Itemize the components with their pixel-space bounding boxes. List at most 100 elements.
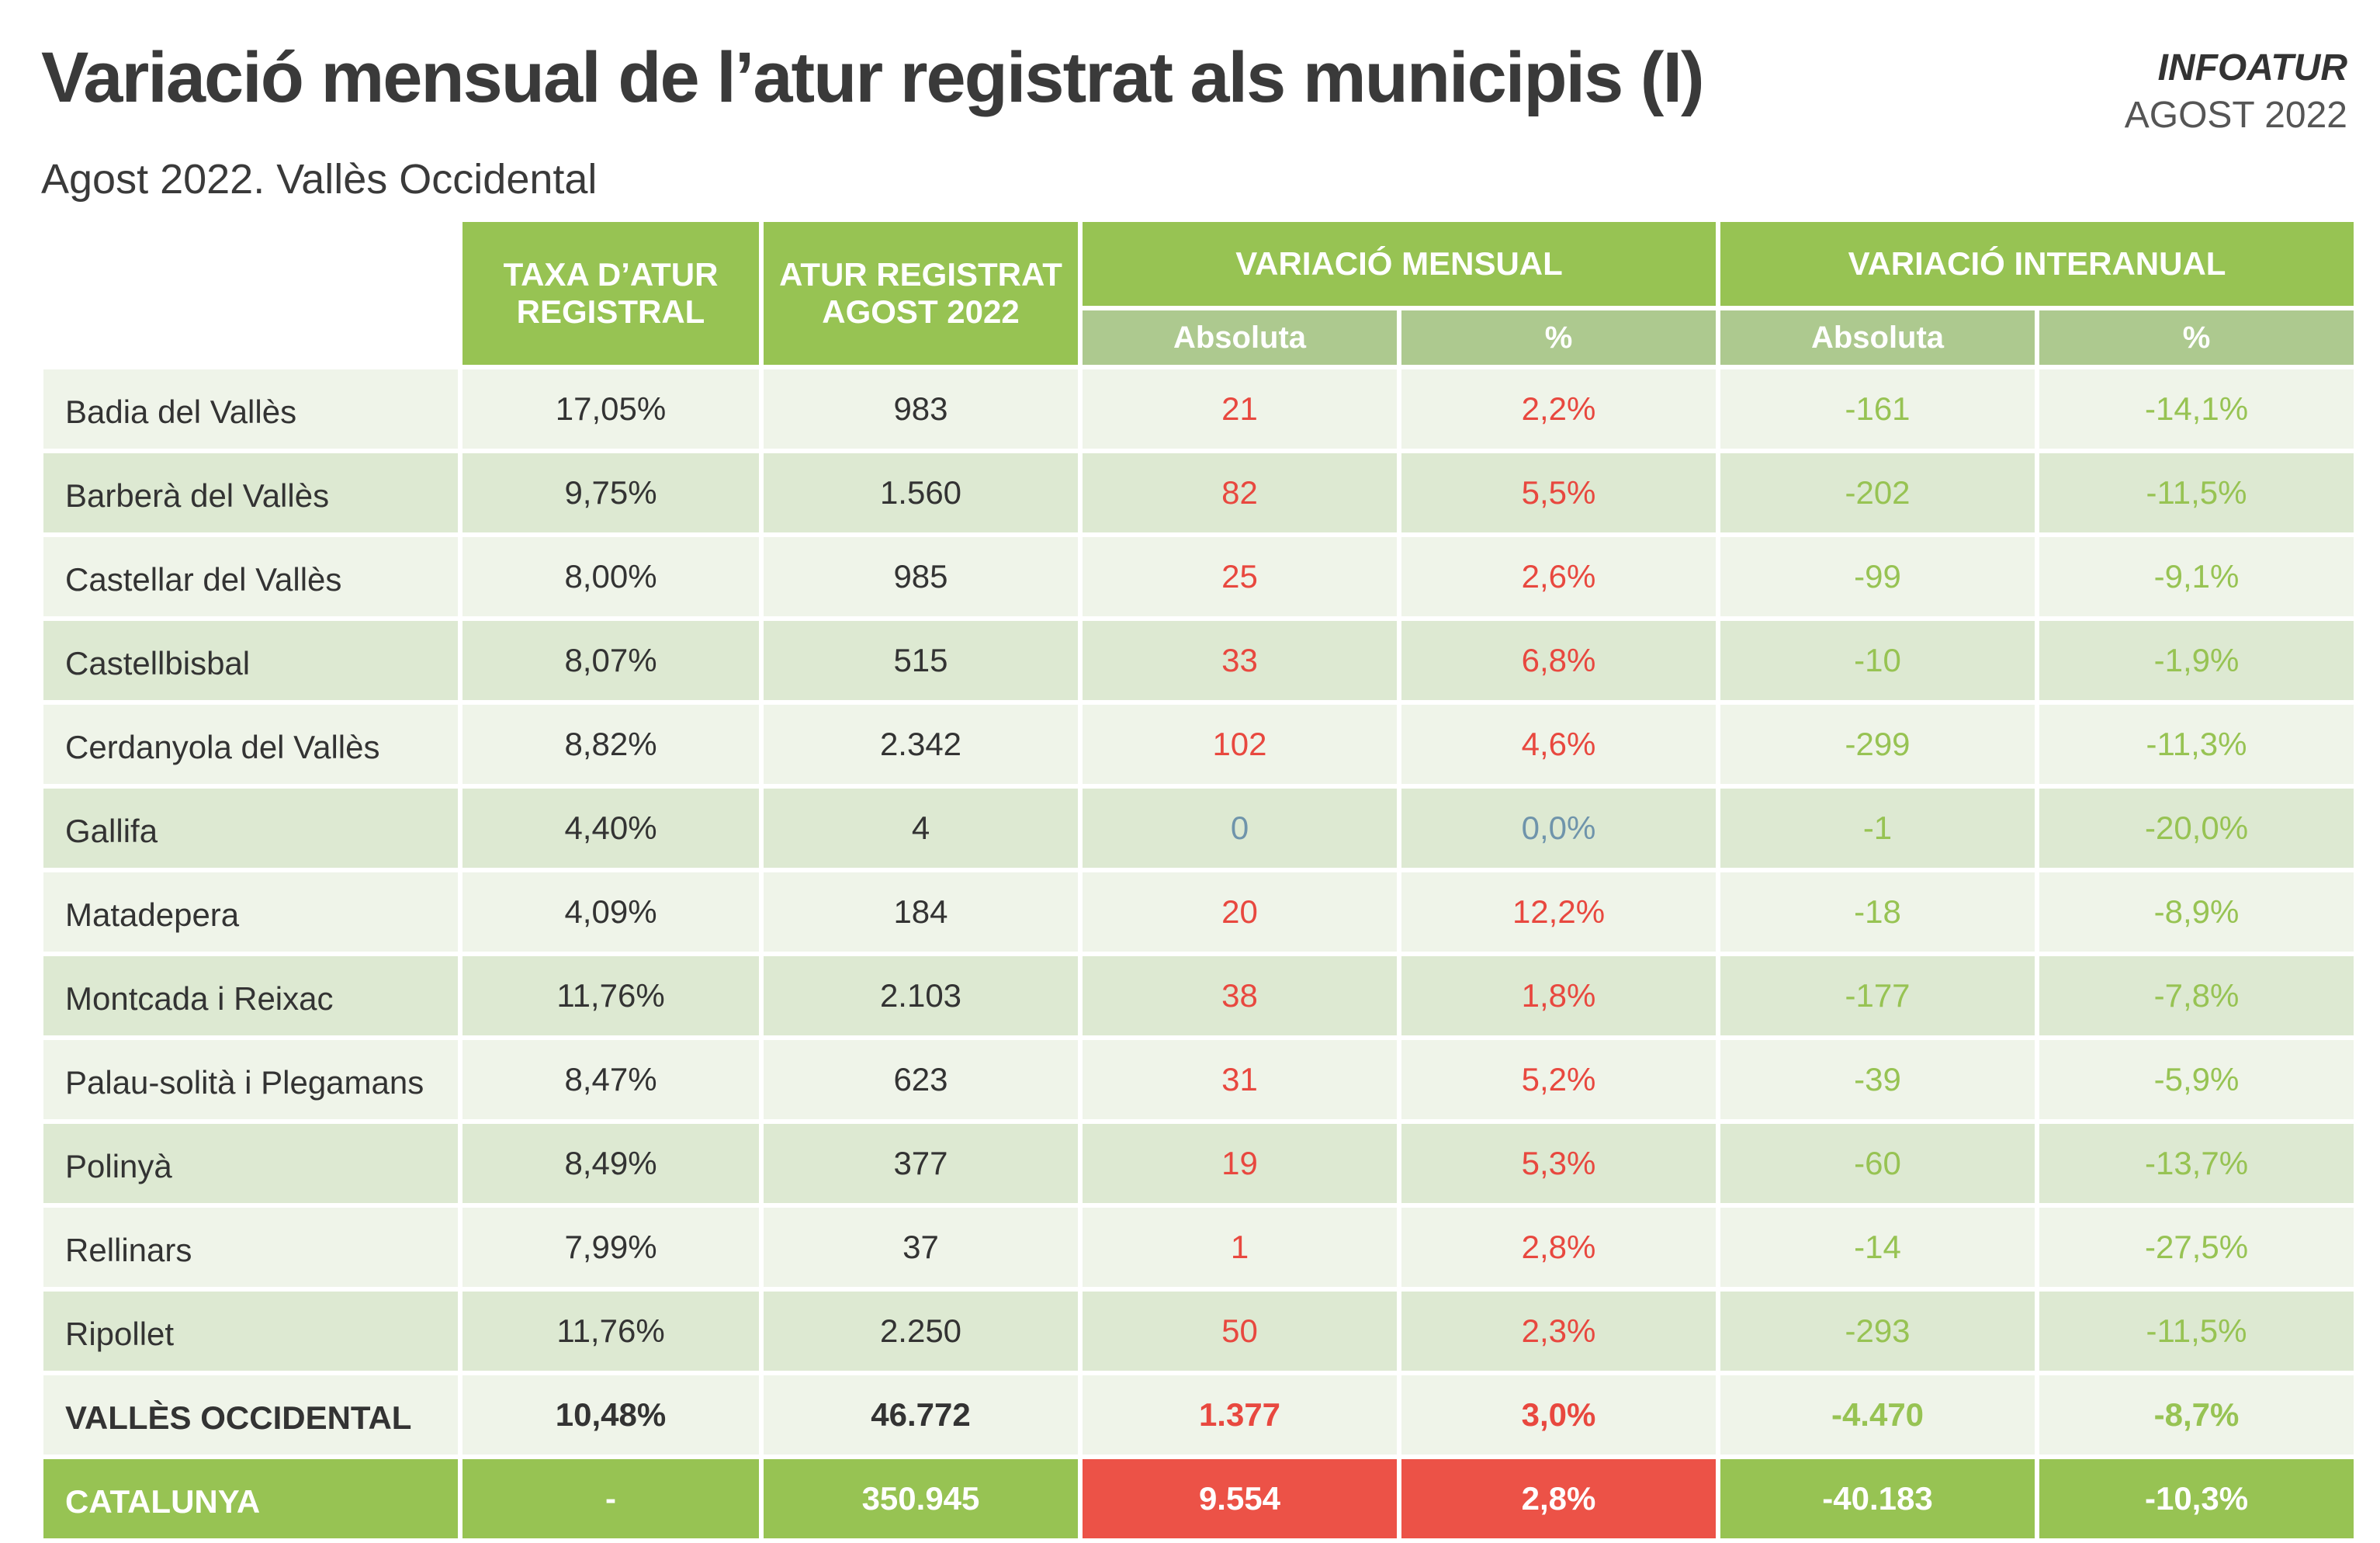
cell-rate: 9,75% [462,453,759,532]
cell-rate: 11,76% [462,956,759,1035]
cell-monthly-pct: 6,8% [1401,621,1716,700]
cell-registered: 623 [764,1040,1078,1119]
cell-annual-pct: -14,1% [2039,369,2354,449]
cell-monthly-abs: 19 [1083,1124,1397,1203]
header-annual: VARIACIÓ INTERANUAL [1720,222,2354,306]
cell-monthly-abs: 1 [1083,1208,1397,1287]
cell-rate: 17,05% [462,369,759,449]
table-row: CATALUNYA -350.945 9.554 2,8% -40.183 -10,3% [43,1459,2354,1538]
page-subtitle: Agost 2022. Vallès Occidental [41,156,598,203]
cell-registered: 983 [764,369,1078,449]
cell-name: Ripollet [43,1292,458,1371]
cell-registered: 350.945 [764,1459,1078,1538]
cell-annual-pct: -11,3% [2039,705,2354,784]
cell-monthly-pct: 3,0% [1401,1375,1716,1455]
cell-monthly-pct: 5,3% [1401,1124,1716,1203]
cell-annual-abs: -299 [1720,705,2035,784]
cell-annual-abs: -4.470 [1720,1375,2035,1455]
cell-annual-pct: -11,5% [2039,453,2354,532]
cell-registered: 2.250 [764,1292,1078,1371]
cell-annual-pct: -1,9% [2039,621,2354,700]
cell-name: Montcada i Reixac [43,956,458,1035]
table-row: Gallifa 4,40% 4 0 0,0% -1 -20,0% [43,789,2354,868]
cell-rate: 8,07% [462,621,759,700]
table-row: Castellbisbal 8,07% 515 33 6,8% -10 -1,9% [43,621,2354,700]
cell-annual-abs: -14 [1720,1208,2035,1287]
subheader-annual-abs: Absoluta [1720,310,2035,365]
cell-annual-pct: -8,9% [2039,872,2354,952]
cell-monthly-pct: 12,2% [1401,872,1716,952]
cell-rate: 11,76% [462,1292,759,1371]
cell-monthly-pct: 5,2% [1401,1040,1716,1119]
header-rate: TAXA D’ATUR REGISTRAL [462,222,759,365]
cell-name: Rellinars [43,1208,458,1287]
cell-monthly-abs: 25 [1083,537,1397,616]
subheader-monthly-abs: Absoluta [1083,310,1397,365]
cell-annual-pct: -8,7% [2039,1375,2354,1455]
cell-monthly-abs: 38 [1083,956,1397,1035]
cell-rate: 4,40% [462,789,759,868]
cell-annual-pct: -7,8% [2039,956,2354,1035]
brand-name: INFOATUR [2157,47,2347,88]
cell-annual-abs: -99 [1720,537,2035,616]
table-row: Palau-solità i Plegamans 8,47% 623 31 5,2% -3… [43,1040,2354,1119]
table-row: Polinyà 8,49% 377 19 5,3% -60 -13,7% [43,1124,2354,1203]
cell-rate: 8,82% [462,705,759,784]
cell-name: Castellbisbal [43,621,458,700]
cell-monthly-abs: 31 [1083,1040,1397,1119]
cell-annual-abs: -177 [1720,956,2035,1035]
table-row: Rellinars 7,99% 37 1 2,8% -14 -27,5% [43,1208,2354,1287]
cell-name: Castellar del Vallès [43,537,458,616]
cell-registered: 1.560 [764,453,1078,532]
cell-annual-pct: -13,7% [2039,1124,2354,1203]
period-label: AGOST 2022 [2124,95,2347,136]
cell-rate: 8,47% [462,1040,759,1119]
cell-annual-pct: -20,0% [2039,789,2354,868]
cell-monthly-abs: 0 [1083,789,1397,868]
subheader-annual-pct: % [2039,310,2354,365]
cell-annual-abs: -202 [1720,453,2035,532]
cell-monthly-abs: 33 [1083,621,1397,700]
cell-annual-pct: -10,3% [2039,1459,2354,1538]
cell-registered: 4 [764,789,1078,868]
cell-rate: 8,00% [462,537,759,616]
cell-monthly-pct: 2,2% [1401,369,1716,449]
cell-monthly-abs: 9.554 [1083,1459,1397,1538]
cell-registered: 37 [764,1208,1078,1287]
brand-block: INFOATUR AGOST 2022 [2125,47,2347,137]
cell-registered: 2.342 [764,705,1078,784]
cell-monthly-pct: 2,8% [1401,1459,1716,1538]
table-row: Ripollet 11,76% 2.250 50 2,3% -293 -11,5% [43,1292,2354,1371]
table-row: Barberà del Vallès 9,75% 1.560 82 5,5% -202 -1… [43,453,2354,532]
cell-monthly-abs: 102 [1083,705,1397,784]
cell-monthly-pct: 2,3% [1401,1292,1716,1371]
cell-registered: 985 [764,537,1078,616]
table-row: Matadepera 4,09% 184 20 12,2% -18 -8,9% [43,872,2354,952]
cell-monthly-abs: 1.377 [1083,1375,1397,1455]
cell-monthly-abs: 20 [1083,872,1397,952]
cell-annual-abs: -10 [1720,621,2035,700]
cell-monthly-pct: 1,8% [1401,956,1716,1035]
cell-annual-pct: -27,5% [2039,1208,2354,1287]
cell-registered: 2.103 [764,956,1078,1035]
cell-monthly-abs: 21 [1083,369,1397,449]
cell-rate: - [462,1459,759,1538]
cell-monthly-abs: 82 [1083,453,1397,532]
cell-annual-abs: -39 [1720,1040,2035,1119]
cell-name: Matadepera [43,872,458,952]
cell-name: Barberà del Vallès [43,453,458,532]
cell-name: Palau-solità i Plegamans [43,1040,458,1119]
table-row: Cerdanyola del Vallès 8,82% 2.342 102 4,6% -2… [43,705,2354,784]
cell-monthly-abs: 50 [1083,1292,1397,1371]
unemployment-table: TAXA D’ATUR REGISTRAL ATUR REGISTRAT AGOST… [39,217,2358,1543]
header-blank [43,222,458,365]
cell-name: Badia del Vallès [43,369,458,449]
cell-monthly-pct: 2,8% [1401,1208,1716,1287]
cell-annual-abs: -1 [1720,789,2035,868]
cell-annual-abs: -161 [1720,369,2035,449]
cell-name: CATALUNYA [43,1459,458,1538]
cell-monthly-pct: 2,6% [1401,537,1716,616]
page-title: Variació mensual de l’atur registrat als… [41,38,1705,117]
cell-annual-abs: -293 [1720,1292,2035,1371]
cell-registered: 515 [764,621,1078,700]
